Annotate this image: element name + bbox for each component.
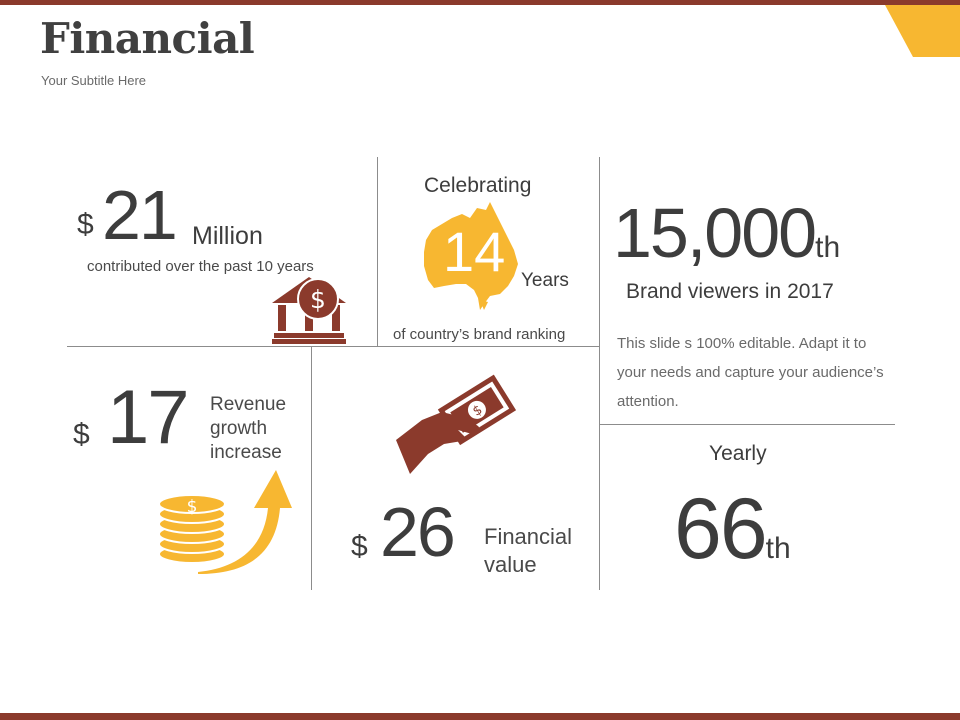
viewers-label: Brand viewers in 2017 bbox=[626, 280, 834, 303]
revenue-label-line-2: growth bbox=[210, 418, 268, 439]
celebrating-unit: Years bbox=[521, 270, 569, 291]
top-accent-bar bbox=[0, 0, 960, 5]
viewers-number: 15,000 bbox=[613, 194, 817, 272]
hand-money-icon: $ bbox=[396, 374, 516, 474]
bank-dollar-icon: $ bbox=[272, 277, 346, 344]
yearly-number: 66 bbox=[674, 481, 768, 577]
yearly-suffix: th bbox=[765, 532, 791, 565]
divider-vertical-1 bbox=[377, 157, 378, 346]
viewers-suffix: th bbox=[815, 231, 841, 264]
revenue-label-line-1: Revenue bbox=[210, 394, 287, 415]
celebrating-heading: Celebrating bbox=[424, 174, 532, 197]
svg-text:$: $ bbox=[187, 497, 198, 517]
page-title: Financial bbox=[40, 14, 255, 63]
bottom-accent-bar bbox=[0, 713, 960, 720]
financial-label: Financial value bbox=[484, 523, 572, 579]
financial-label-line-1: Financial bbox=[484, 524, 573, 549]
financial-label-line-2: value bbox=[484, 552, 537, 577]
divider-vertical-2 bbox=[599, 157, 600, 590]
million-currency: $ bbox=[77, 208, 94, 241]
revenue-label: Revenue growth increase bbox=[210, 393, 286, 465]
yearly-value: 66th bbox=[674, 486, 791, 572]
revenue-label-line-3: increase bbox=[210, 442, 282, 463]
page-subtitle: Your Subtitle Here bbox=[41, 73, 147, 88]
million-value: 21 bbox=[102, 176, 178, 254]
divider-horizontal-1 bbox=[67, 346, 600, 347]
australia-map-icon bbox=[424, 202, 518, 310]
yearly-heading: Yearly bbox=[709, 442, 767, 465]
million-caption: contributed over the past 10 years bbox=[87, 258, 314, 275]
divider-horizontal-2 bbox=[600, 424, 895, 425]
million-unit: Million bbox=[192, 222, 263, 250]
financial-value: 26 bbox=[380, 493, 456, 571]
viewers-description: This slide s 100% editable. Adapt it to … bbox=[617, 335, 884, 410]
svg-text:$: $ bbox=[310, 285, 326, 314]
divider-vertical-3 bbox=[311, 347, 312, 590]
celebrating-value: 14 bbox=[443, 220, 506, 283]
financial-currency: $ bbox=[351, 530, 368, 563]
coins-arrow-icon: $ bbox=[158, 470, 292, 574]
corner-accent-shape bbox=[885, 5, 960, 57]
revenue-value: 17 bbox=[107, 375, 190, 460]
revenue-currency: $ bbox=[73, 418, 90, 451]
celebrating-caption: of country’s brand ranking bbox=[393, 326, 566, 343]
viewers-value: 15,000th bbox=[613, 198, 840, 268]
